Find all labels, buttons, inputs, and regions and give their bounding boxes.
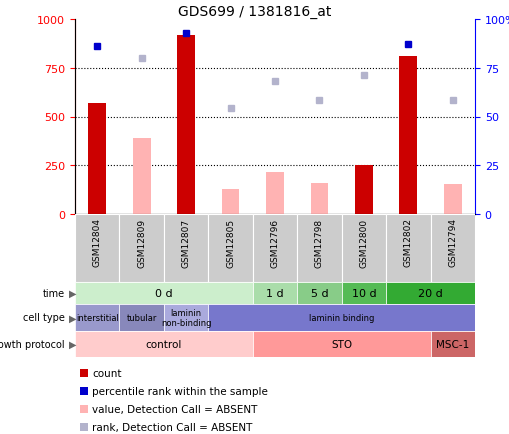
Text: laminin
non-binding: laminin non-binding bbox=[160, 308, 211, 327]
Text: control: control bbox=[146, 339, 182, 349]
Bar bbox=[430, 331, 474, 357]
Text: interstitial: interstitial bbox=[76, 313, 119, 322]
Bar bbox=[75, 304, 119, 331]
Bar bbox=[399, 57, 416, 214]
Bar bbox=[297, 283, 341, 304]
Bar bbox=[430, 214, 474, 283]
Bar bbox=[75, 331, 252, 357]
Bar bbox=[208, 214, 252, 283]
Text: GDS699 / 1381816_at: GDS699 / 1381816_at bbox=[178, 5, 331, 19]
Text: ▶: ▶ bbox=[69, 339, 76, 349]
Text: GSM12802: GSM12802 bbox=[403, 218, 412, 267]
Bar bbox=[119, 304, 163, 331]
Bar bbox=[75, 283, 252, 304]
Bar bbox=[75, 214, 119, 283]
Bar bbox=[385, 283, 474, 304]
Bar bbox=[177, 36, 194, 214]
Bar bbox=[297, 214, 341, 283]
Text: tubular: tubular bbox=[126, 313, 157, 322]
Text: cell type: cell type bbox=[23, 313, 65, 323]
Text: laminin binding: laminin binding bbox=[308, 313, 374, 322]
Text: GSM12796: GSM12796 bbox=[270, 218, 279, 267]
Text: GSM12798: GSM12798 bbox=[315, 218, 323, 267]
Text: GSM12807: GSM12807 bbox=[181, 218, 190, 267]
Bar bbox=[341, 214, 385, 283]
Text: GSM12794: GSM12794 bbox=[447, 218, 457, 267]
Bar bbox=[385, 214, 430, 283]
Bar bbox=[88, 104, 106, 214]
Text: rank, Detection Call = ABSENT: rank, Detection Call = ABSENT bbox=[92, 422, 252, 432]
Text: value, Detection Call = ABSENT: value, Detection Call = ABSENT bbox=[92, 404, 257, 414]
Bar bbox=[341, 283, 385, 304]
Bar bbox=[266, 173, 284, 214]
Text: GSM12809: GSM12809 bbox=[137, 218, 146, 267]
Text: 1 d: 1 d bbox=[266, 288, 283, 298]
Bar bbox=[163, 214, 208, 283]
Bar bbox=[252, 283, 297, 304]
Bar bbox=[221, 189, 239, 214]
Text: growth protocol: growth protocol bbox=[0, 339, 65, 349]
Text: 0 d: 0 d bbox=[155, 288, 173, 298]
Text: percentile rank within the sample: percentile rank within the sample bbox=[92, 386, 267, 396]
Bar bbox=[310, 184, 328, 214]
Text: time: time bbox=[43, 288, 65, 298]
Bar bbox=[252, 214, 297, 283]
Bar bbox=[163, 304, 208, 331]
Text: GSM12805: GSM12805 bbox=[225, 218, 235, 267]
Bar bbox=[443, 184, 461, 214]
Bar bbox=[132, 138, 150, 214]
Text: GSM12800: GSM12800 bbox=[359, 218, 367, 267]
Bar bbox=[208, 304, 474, 331]
Text: 20 d: 20 d bbox=[417, 288, 442, 298]
Bar bbox=[119, 214, 163, 283]
Text: GSM12804: GSM12804 bbox=[93, 218, 101, 267]
Text: 10 d: 10 d bbox=[351, 288, 376, 298]
Text: ▶: ▶ bbox=[69, 288, 76, 298]
Bar bbox=[354, 166, 372, 214]
Text: 5 d: 5 d bbox=[310, 288, 328, 298]
Text: STO: STO bbox=[330, 339, 352, 349]
Text: ▶: ▶ bbox=[69, 313, 76, 323]
Bar bbox=[252, 331, 430, 357]
Text: MSC-1: MSC-1 bbox=[435, 339, 468, 349]
Text: count: count bbox=[92, 368, 121, 378]
